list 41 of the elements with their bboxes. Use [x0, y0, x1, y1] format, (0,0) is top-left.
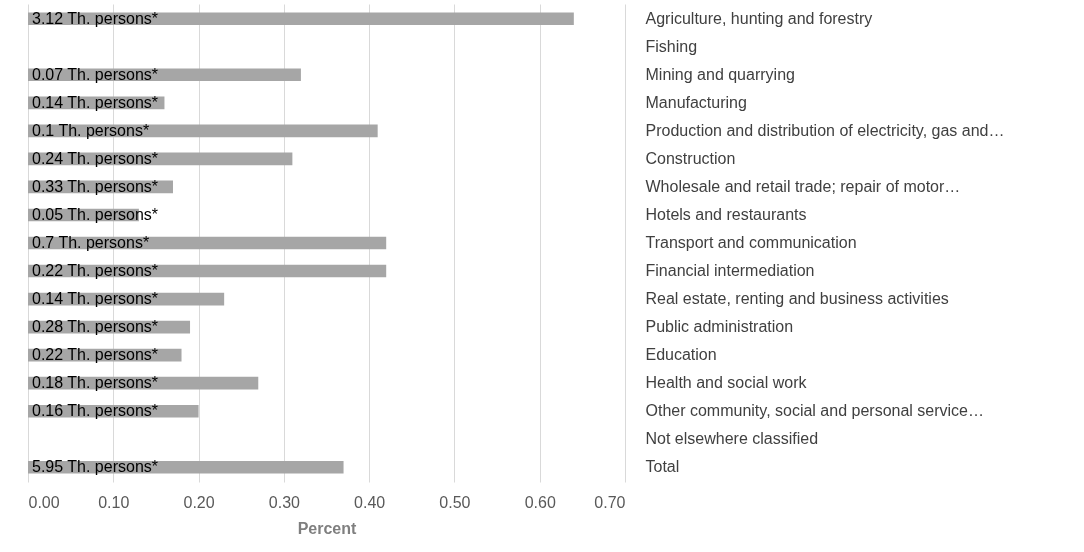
annotation: 5.95 Th. persons*	[32, 458, 159, 476]
annotation: 0.16 Th. persons*	[32, 402, 159, 420]
y-tick-label: Financial intermediation	[645, 262, 815, 280]
y-tick-label: Agriculture, hunting and forestry	[645, 9, 873, 27]
x-tick-label: 0.30	[268, 493, 301, 511]
annotation: 0.18 Th. persons*	[32, 374, 159, 392]
x-tick-label: 0.10	[98, 493, 130, 511]
annotation: 0.14 Th. persons*	[32, 93, 159, 111]
x-tick-label: 0.70	[594, 493, 626, 511]
annotation: 0.1 Th. persons*	[32, 121, 150, 139]
annotation: 3.12 Th. persons*	[32, 9, 159, 27]
y-tick-label: Not elsewhere classified	[645, 430, 819, 448]
y-tick-label: Production and distribution of electricity, gas and…	[645, 121, 1005, 139]
y-tick-label: Hotels and restaurants	[645, 205, 807, 223]
annotation: 0.05 Th. persons*	[32, 205, 159, 223]
y-tick-label: Total	[645, 458, 680, 476]
y-tick-label: Education	[645, 346, 717, 364]
annotation: 0.24 Th. persons*	[32, 149, 159, 167]
annotation: 0.7 Th. persons*	[32, 234, 150, 251]
x-tick-label: 0.50	[439, 493, 471, 511]
y-tick-label: Manufacturing	[645, 93, 747, 111]
y-tick-label: Mining and quarrying	[645, 65, 795, 83]
y-tick-label: Fishing	[645, 37, 698, 55]
annotation: 0.22 Th. persons*	[32, 346, 159, 364]
annotation: 0.07 Th. persons*	[32, 65, 159, 83]
y-tick-label: Real estate, renting and business activities	[645, 290, 949, 308]
x-tick-label: 0.00	[28, 493, 60, 511]
x-tick-label: 0.60	[524, 493, 556, 511]
x-tick-label: 0.40	[354, 493, 386, 511]
annotation: 0.28 Th. persons*	[32, 318, 159, 336]
annotation: 0.33 Th. persons*	[32, 177, 159, 195]
annotation: 0.14 Th. persons*	[32, 290, 159, 308]
y-tick-label: Wholesale and retail trade; repair of motor…	[645, 177, 961, 195]
annotation: 0.22 Th. persons*	[32, 262, 159, 280]
y-tick-label: Transport and communication	[645, 234, 857, 251]
y-tick-label: Other community, social and personal service…	[645, 402, 985, 420]
y-tick-label: Public administration	[645, 318, 794, 336]
x-axis-title: Percent	[297, 519, 358, 537]
y-tick-label: Construction	[645, 149, 736, 167]
y-tick-label: Health and social work	[645, 374, 808, 392]
x-tick-label: 0.20	[183, 493, 215, 511]
